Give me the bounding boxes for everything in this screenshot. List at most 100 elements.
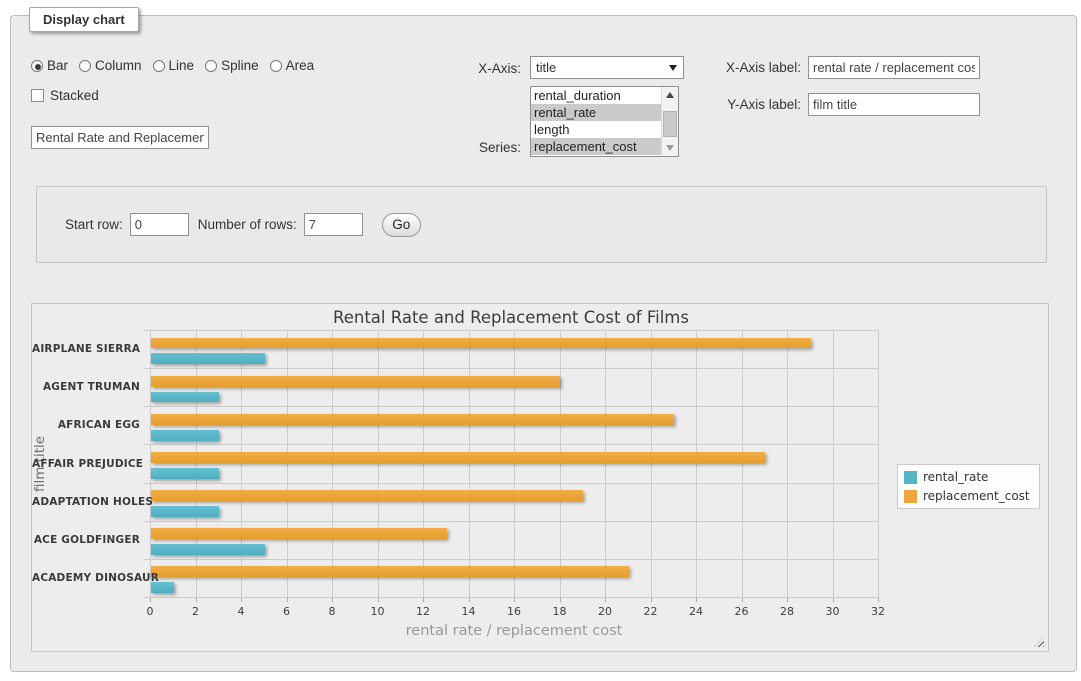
radio-icon[interactable] bbox=[270, 60, 282, 72]
chart-panel: Rental Rate and Replacement Cost of Film… bbox=[31, 303, 1049, 652]
gridline bbox=[241, 330, 242, 597]
chart-legend: rental_rate replacement_cost bbox=[897, 464, 1040, 509]
y-axis-label-label: Y-Axis label: bbox=[666, 97, 801, 112]
gridline bbox=[560, 330, 561, 597]
gridline bbox=[605, 330, 606, 597]
bar-replacement_cost bbox=[151, 376, 560, 387]
bar-replacement_cost bbox=[151, 338, 811, 349]
gridline bbox=[144, 559, 878, 560]
chart-type-radio-line[interactable]: Line bbox=[153, 58, 195, 73]
category-label: AIRPLANE SIERRA bbox=[32, 343, 140, 355]
x-tick-label: 0 bbox=[130, 605, 170, 618]
x-axis-title: rental rate / replacement cost bbox=[150, 623, 878, 639]
gridline bbox=[144, 406, 878, 407]
x-tick-label: 8 bbox=[312, 605, 352, 618]
chart-type-radio-group: Bar Column Line Spline Area bbox=[31, 58, 314, 73]
legend-label: rental_rate bbox=[923, 470, 988, 484]
x-tick-label: 28 bbox=[767, 605, 807, 618]
series-option-replacement_cost[interactable]: replacement_cost bbox=[531, 138, 678, 155]
x-tick-label: 4 bbox=[221, 605, 261, 618]
bar-rental_rate bbox=[151, 353, 265, 364]
gridline bbox=[469, 330, 470, 597]
chart-title-input[interactable] bbox=[31, 126, 209, 149]
radio-icon[interactable] bbox=[31, 60, 43, 72]
num-rows-input[interactable] bbox=[304, 213, 363, 236]
x-tick-label: 6 bbox=[267, 605, 307, 618]
stacked-label: Stacked bbox=[50, 88, 99, 103]
gridline bbox=[378, 330, 379, 597]
x-tick-label: 30 bbox=[813, 605, 853, 618]
x-axis-label-input[interactable] bbox=[808, 56, 980, 79]
gridline bbox=[423, 330, 424, 597]
radio-label: Bar bbox=[47, 58, 68, 73]
gridline bbox=[196, 330, 197, 597]
start-row-label: Start row: bbox=[65, 217, 123, 232]
legend-item-replacement_cost: replacement_cost bbox=[904, 489, 1030, 503]
radio-icon[interactable] bbox=[153, 60, 165, 72]
num-rows-label: Number of rows: bbox=[198, 217, 297, 232]
gridline bbox=[332, 330, 333, 597]
radio-icon[interactable] bbox=[79, 60, 91, 72]
x-tick-label: 24 bbox=[676, 605, 716, 618]
radio-label: Line bbox=[169, 58, 195, 73]
series-option-length[interactable]: length bbox=[531, 121, 678, 138]
bar-replacement_cost bbox=[151, 452, 765, 463]
bar-replacement_cost bbox=[151, 528, 447, 539]
radio-icon[interactable] bbox=[205, 60, 217, 72]
chart-type-radio-area[interactable]: Area bbox=[270, 58, 315, 73]
category-label: AGENT TRUMAN bbox=[32, 381, 140, 393]
x-tick-label: 2 bbox=[176, 605, 216, 618]
category-label: ACADEMY DINOSAUR bbox=[32, 572, 140, 584]
bar-replacement_cost bbox=[151, 566, 629, 577]
x-axis-selected-value: title bbox=[536, 60, 556, 75]
go-button[interactable]: Go bbox=[382, 213, 421, 237]
chart-type-radio-column[interactable]: Column bbox=[79, 58, 142, 73]
x-tick-label: 16 bbox=[494, 605, 534, 618]
gridline bbox=[144, 483, 878, 484]
x-tick-mark bbox=[878, 597, 879, 602]
scrollbar-down-button[interactable] bbox=[662, 140, 678, 156]
resize-handle-icon[interactable] bbox=[1034, 637, 1044, 647]
x-tick-label: 18 bbox=[540, 605, 580, 618]
series-option-rental_duration[interactable]: rental_duration bbox=[531, 87, 678, 104]
gridline bbox=[144, 521, 878, 522]
category-label: ACE GOLDFINGER bbox=[32, 534, 140, 546]
series-listbox[interactable]: rental_durationrental_ratelengthreplacem… bbox=[530, 86, 679, 157]
stacked-option: Stacked bbox=[31, 88, 99, 103]
start-row-input[interactable] bbox=[130, 213, 189, 236]
x-axis-select[interactable]: title bbox=[530, 56, 684, 79]
category-label: ADAPTATION HOLES bbox=[32, 496, 140, 508]
radio-label: Area bbox=[286, 58, 315, 73]
gridline bbox=[651, 330, 652, 597]
chart-type-radio-spline[interactable]: Spline bbox=[205, 58, 259, 73]
category-label: AFFAIR PREJUDICE bbox=[32, 458, 140, 470]
bar-replacement_cost bbox=[151, 414, 674, 425]
chart-title: Rental Rate and Replacement Cost of Film… bbox=[32, 308, 990, 327]
x-axis-label-label: X-Axis label: bbox=[666, 60, 801, 75]
gridline bbox=[787, 330, 788, 597]
gridline bbox=[878, 330, 879, 597]
series-option-rental_rate[interactable]: rental_rate bbox=[531, 104, 678, 121]
legend-swatch-icon bbox=[904, 490, 917, 503]
legend-swatch-icon bbox=[904, 471, 917, 484]
bar-rental_rate bbox=[151, 430, 219, 441]
x-tick-label: 26 bbox=[722, 605, 762, 618]
x-tick-label: 10 bbox=[358, 605, 398, 618]
legend-item-rental_rate: rental_rate bbox=[904, 470, 1030, 484]
bar-rental_rate bbox=[151, 582, 174, 593]
x-tick-label: 12 bbox=[403, 605, 443, 618]
radio-label: Column bbox=[95, 58, 142, 73]
bar-rental_rate bbox=[151, 544, 265, 555]
arrow-down-icon bbox=[666, 145, 674, 151]
x-tick-label: 22 bbox=[631, 605, 671, 618]
category-label: AFRICAN EGG bbox=[32, 419, 140, 431]
stacked-checkbox[interactable] bbox=[31, 89, 44, 102]
chart-type-radio-bar[interactable]: Bar bbox=[31, 58, 68, 73]
rows-panel: Start row: Number of rows: Go bbox=[36, 186, 1047, 263]
fieldset-legend: Display chart bbox=[29, 7, 139, 32]
gridline bbox=[150, 330, 151, 597]
scrollbar-thumb[interactable] bbox=[663, 111, 677, 137]
legend-label: replacement_cost bbox=[923, 489, 1030, 503]
x-tick-label: 20 bbox=[585, 605, 625, 618]
y-axis-label-input[interactable] bbox=[808, 93, 980, 116]
